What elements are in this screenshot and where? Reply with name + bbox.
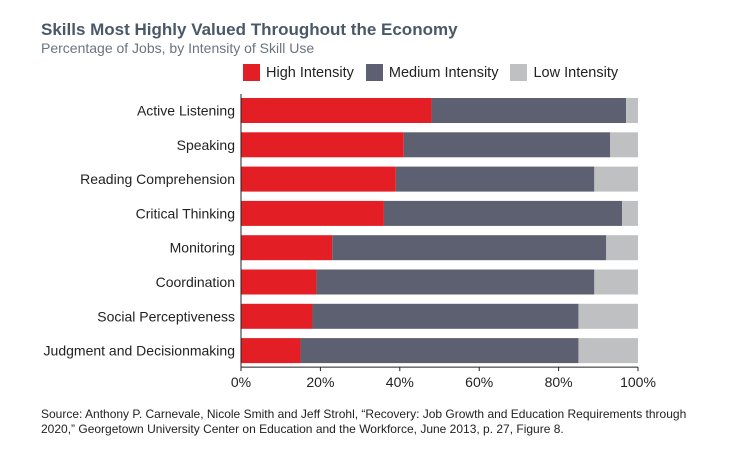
bar-medium-judgment-and-decisionmaking bbox=[300, 338, 579, 364]
chart-subtitle: Percentage of Jobs, by Intensity of Skil… bbox=[41, 40, 315, 56]
bar-low-reading-comprehension bbox=[594, 166, 638, 192]
bar-medium-speaking bbox=[403, 132, 611, 158]
bar-low-critical-thinking bbox=[622, 200, 638, 226]
bar-low-social-perceptiveness bbox=[578, 303, 638, 329]
x-tick-label: 0% bbox=[231, 374, 251, 390]
bar-medium-social-perceptiveness bbox=[312, 303, 579, 329]
category-label-reading-comprehension: Reading Comprehension bbox=[80, 171, 235, 187]
bar-low-coordination bbox=[594, 269, 638, 295]
bar-medium-monitoring bbox=[332, 235, 607, 261]
bar-low-speaking bbox=[610, 132, 638, 158]
x-tick-label: 60% bbox=[465, 374, 493, 390]
legend-label-low: Low Intensity bbox=[533, 64, 619, 81]
x-tick-label: 80% bbox=[545, 374, 573, 390]
bar-high-speaking bbox=[241, 132, 404, 158]
bar-medium-reading-comprehension bbox=[395, 166, 595, 192]
legend-item-medium: Medium Intensity bbox=[365, 64, 499, 81]
bar-low-monitoring bbox=[606, 235, 638, 261]
legend-swatch-low bbox=[510, 64, 528, 81]
source-note: Source: Anthony P. Carnevale, Nicole Smi… bbox=[41, 407, 687, 436]
bar-medium-active-listening bbox=[431, 98, 627, 123]
legend: High Intensity Medium Intensity Low Inte… bbox=[243, 64, 630, 81]
bar-high-reading-comprehension bbox=[241, 166, 396, 192]
legend-label-high: High Intensity bbox=[266, 64, 354, 81]
bar-low-judgment-and-decisionmaking bbox=[578, 338, 638, 364]
legend-item-high: High Intensity bbox=[243, 64, 354, 81]
legend-item-low: Low Intensity bbox=[510, 64, 618, 81]
bar-high-active-listening bbox=[241, 98, 432, 123]
category-label-speaking: Speaking bbox=[177, 137, 235, 153]
bar-high-monitoring bbox=[241, 235, 333, 261]
category-label-active-listening: Active Listening bbox=[137, 103, 235, 119]
bar-medium-coordination bbox=[316, 269, 595, 295]
category-label-judgment-and-decisionmaking: Judgment and Decisionmaking bbox=[44, 343, 235, 359]
bar-high-coordination bbox=[241, 269, 317, 295]
x-tick-label: 100% bbox=[620, 374, 656, 390]
bar-medium-critical-thinking bbox=[383, 200, 623, 226]
category-label-coordination: Coordination bbox=[156, 274, 235, 290]
x-tick-label: 20% bbox=[306, 374, 334, 390]
category-label-critical-thinking: Critical Thinking bbox=[136, 205, 235, 221]
stacked-bar-chart: Active Listening Speaking Reading Comprehe… bbox=[44, 94, 656, 390]
category-label-social-perceptiveness: Social Perceptiveness bbox=[97, 308, 235, 324]
bar-high-judgment-and-decisionmaking bbox=[241, 338, 301, 364]
legend-swatch-medium bbox=[365, 64, 383, 81]
legend-label-medium: Medium Intensity bbox=[388, 64, 499, 81]
legend-swatch-high bbox=[243, 64, 260, 81]
x-tick-label: 40% bbox=[386, 374, 414, 390]
bar-high-social-perceptiveness bbox=[241, 303, 313, 329]
bar-low-active-listening bbox=[626, 98, 638, 123]
chart-title: Skills Most Highly Valued Throughout the… bbox=[41, 20, 458, 39]
bar-high-critical-thinking bbox=[241, 200, 384, 226]
category-label-monitoring: Monitoring bbox=[170, 240, 235, 256]
